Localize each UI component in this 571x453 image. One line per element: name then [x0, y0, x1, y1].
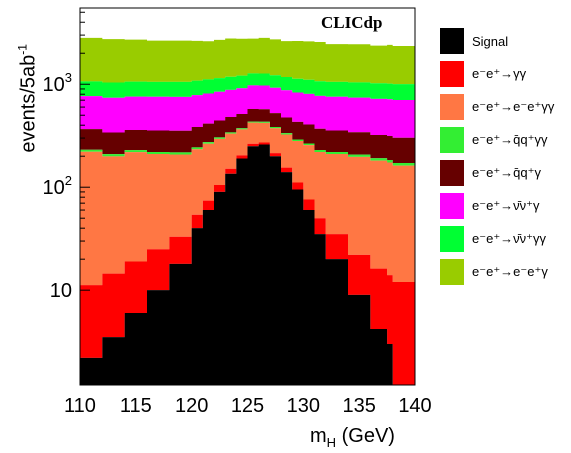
legend-label: e⁻e⁺→q̄q⁺γγ [472, 132, 548, 147]
legend-item-3: e⁻e⁺→q̄q⁺γγ [440, 127, 548, 153]
x-tick-label-5: 135 [342, 395, 375, 417]
brand-label: CLICdp [321, 13, 383, 32]
legend-label: e⁻e⁺→ν̄ν⁺γ [472, 198, 540, 213]
y-tick-label-0: 10 [50, 280, 72, 302]
x-tick-label-6: 140 [398, 395, 431, 417]
y-tick-label-1: 102 [43, 173, 72, 199]
legend-label: e⁻e⁺→e⁻e⁺γ [472, 264, 548, 279]
legend-item-5: e⁻e⁺→ν̄ν⁺γ [440, 193, 540, 219]
y-axis-label-sup: -1 [15, 44, 30, 55]
legend-label: e⁻e⁺→ν̄ν⁺γγ [472, 231, 547, 246]
x-tick-label-2: 120 [175, 395, 208, 417]
legend-item-0: Signal [440, 28, 508, 54]
legend-swatch [440, 61, 464, 87]
x-axis-label-main: m [310, 425, 327, 447]
series-area-0 [80, 144, 415, 385]
legend-swatch [440, 28, 464, 54]
series-area-4 [80, 109, 415, 166]
legend-item-6: e⁻e⁺→ν̄ν⁺γγ [440, 226, 546, 252]
legend-label: e⁻e⁺→e⁻e⁺γγ [472, 99, 555, 114]
y-axis-label: events/5ab-1 [16, 18, 41, 178]
legend-swatch [440, 226, 464, 252]
axis-ticks: 110 115 120 125 130 135 140 10 102 103 [43, 11, 432, 417]
legend-swatch [440, 127, 464, 153]
legend-swatch [440, 259, 464, 285]
x-tick-label-1: 115 [120, 395, 152, 417]
x-axis-label-sub: H [326, 435, 337, 450]
x-axis-label-unit: (GeV) [336, 425, 395, 447]
y-tick-label-2: 103 [43, 70, 72, 96]
legend-item-1: e⁻e⁺→γγ [440, 61, 526, 87]
legend-label: e⁻e⁺→γγ [472, 66, 527, 81]
x-axis-label: mH (GeV) [310, 425, 395, 450]
x-tick-label-3: 125 [231, 395, 264, 417]
legend-swatch [440, 193, 464, 219]
legend-item-7: e⁻e⁺→e⁻e⁺γ [440, 259, 548, 285]
x-tick-label-0: 110 [64, 395, 96, 417]
plot-area [80, 37, 415, 385]
legend-item-2: e⁻e⁺→e⁻e⁺γγ [440, 94, 554, 120]
series-area-7 [80, 37, 415, 85]
legend-label: Signal [472, 33, 509, 49]
y-axis-label-text: events/5ab [17, 54, 40, 153]
legend-label: e⁻e⁺→q̄q⁺γ [472, 165, 542, 180]
legend-item-4: e⁻e⁺→q̄q⁺γ [440, 160, 541, 186]
legend-swatch [440, 160, 464, 186]
x-tick-label-4: 130 [287, 395, 320, 417]
series-area-2 [80, 122, 415, 286]
legend-swatch [440, 94, 464, 120]
